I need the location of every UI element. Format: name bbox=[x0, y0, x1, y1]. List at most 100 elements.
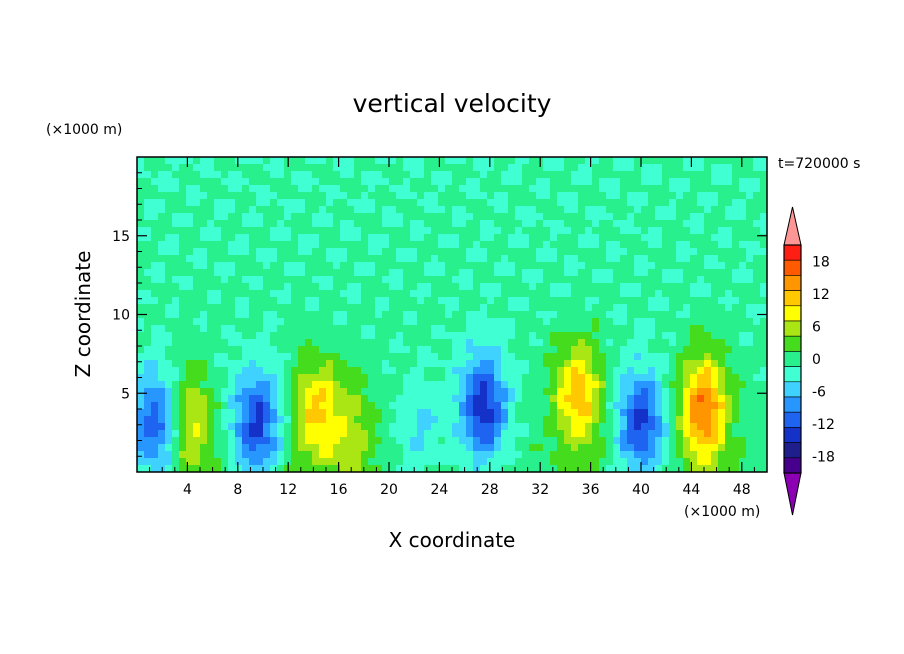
field-cell bbox=[473, 276, 481, 284]
field-cell bbox=[375, 318, 383, 326]
field-cell bbox=[221, 311, 229, 319]
field-cell bbox=[144, 451, 152, 459]
field-cell bbox=[354, 451, 362, 459]
field-cell bbox=[676, 290, 684, 298]
field-cell bbox=[172, 360, 180, 368]
field-cell bbox=[382, 297, 390, 305]
field-cell bbox=[410, 416, 418, 424]
field-cell bbox=[606, 367, 614, 375]
field-cell bbox=[375, 248, 383, 256]
field-cell bbox=[319, 304, 327, 312]
field-cell bbox=[459, 451, 467, 459]
field-cell bbox=[305, 297, 313, 305]
field-cell bbox=[347, 276, 355, 284]
field-cell bbox=[144, 339, 152, 347]
field-cell bbox=[410, 437, 418, 445]
field-cell bbox=[599, 360, 607, 368]
field-cell bbox=[501, 416, 509, 424]
field-cell bbox=[480, 199, 488, 207]
field-cell bbox=[613, 451, 621, 459]
field-cell bbox=[711, 269, 719, 277]
field-cell bbox=[452, 346, 460, 354]
field-cell bbox=[634, 374, 642, 382]
field-cell bbox=[200, 297, 208, 305]
field-cell bbox=[431, 178, 439, 186]
field-cell bbox=[333, 360, 341, 368]
field-cell bbox=[634, 185, 642, 193]
field-cell bbox=[641, 241, 649, 249]
field-cell bbox=[340, 241, 348, 249]
field-cell bbox=[522, 444, 530, 452]
field-cell bbox=[249, 339, 257, 347]
field-cell bbox=[319, 458, 327, 466]
field-cell bbox=[641, 430, 649, 438]
field-cell bbox=[613, 395, 621, 403]
field-cell bbox=[508, 332, 516, 340]
field-cell bbox=[354, 185, 362, 193]
field-cell bbox=[382, 332, 390, 340]
field-cell bbox=[326, 346, 334, 354]
field-cell bbox=[179, 423, 187, 431]
field-cell bbox=[550, 206, 558, 214]
field-cell bbox=[725, 367, 733, 375]
field-cell bbox=[186, 409, 194, 417]
field-cell bbox=[683, 213, 691, 221]
field-cell bbox=[480, 444, 488, 452]
field-cell bbox=[431, 388, 439, 396]
field-cell bbox=[459, 353, 467, 361]
field-cell bbox=[403, 416, 411, 424]
field-cell bbox=[564, 388, 572, 396]
field-cell bbox=[459, 290, 467, 298]
field-cell bbox=[417, 304, 425, 312]
field-cell bbox=[340, 465, 348, 473]
field-cell bbox=[158, 318, 166, 326]
field-cell bbox=[683, 402, 691, 410]
field-cell bbox=[347, 388, 355, 396]
field-cell bbox=[179, 283, 187, 291]
field-cell bbox=[298, 402, 306, 410]
field-cell bbox=[137, 458, 145, 466]
field-cell bbox=[354, 339, 362, 347]
field-cell bbox=[669, 283, 677, 291]
field-cell bbox=[410, 206, 418, 214]
field-cell bbox=[550, 409, 558, 417]
field-cell bbox=[361, 402, 369, 410]
field-cell bbox=[487, 381, 495, 389]
field-cell bbox=[326, 388, 334, 396]
field-cell bbox=[235, 332, 243, 340]
field-cell bbox=[417, 416, 425, 424]
field-cell bbox=[599, 213, 607, 221]
field-cell bbox=[235, 297, 243, 305]
field-cell bbox=[760, 374, 768, 382]
field-cell bbox=[494, 332, 502, 340]
field-cell bbox=[466, 269, 474, 277]
field-cell bbox=[655, 458, 663, 466]
field-cell bbox=[368, 332, 376, 340]
field-cell bbox=[753, 304, 761, 312]
field-cell bbox=[207, 227, 215, 235]
field-cell bbox=[431, 157, 439, 165]
x-axis-unit: (×1000 m) bbox=[684, 504, 760, 520]
field-cell bbox=[648, 437, 656, 445]
field-cell bbox=[648, 430, 656, 438]
field-cell bbox=[543, 157, 551, 165]
colorbar-swatch bbox=[783, 381, 802, 398]
field-cell bbox=[592, 311, 600, 319]
field-cell bbox=[620, 164, 628, 172]
field-cell bbox=[711, 360, 719, 368]
field-cell bbox=[354, 234, 362, 242]
field-cell bbox=[403, 192, 411, 200]
field-cell bbox=[179, 325, 187, 333]
field-cell bbox=[459, 227, 467, 235]
field-cell bbox=[690, 227, 698, 235]
field-cell bbox=[389, 304, 397, 312]
field-cell bbox=[711, 374, 719, 382]
field-cell bbox=[305, 437, 313, 445]
field-cell bbox=[228, 430, 236, 438]
field-cell bbox=[249, 206, 257, 214]
field-cell bbox=[711, 164, 719, 172]
field-cell bbox=[592, 409, 600, 417]
field-cell bbox=[578, 276, 586, 284]
field-cell bbox=[718, 262, 726, 270]
field-cell bbox=[172, 388, 180, 396]
